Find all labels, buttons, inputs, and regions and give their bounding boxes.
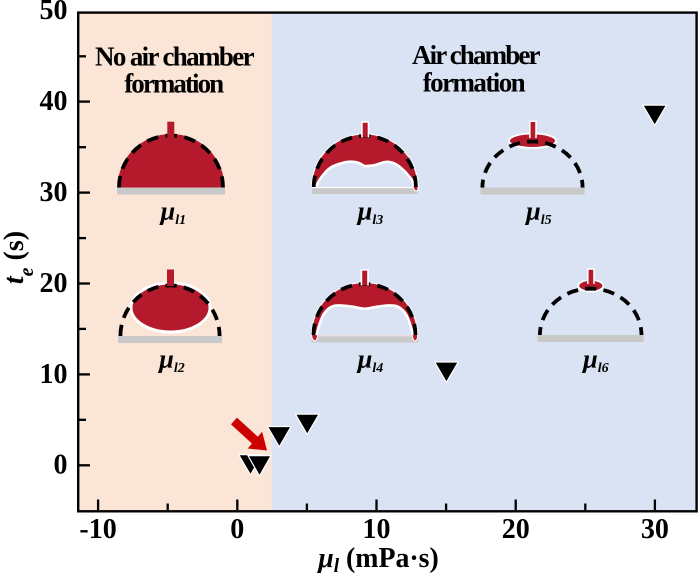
svg-text:10: 10 (40, 359, 68, 390)
svg-text:50: 50 (40, 0, 68, 26)
svg-text:No air chamber: No air chamber (95, 42, 255, 72)
svg-text:-10: -10 (79, 514, 116, 545)
svg-text:10: 10 (363, 514, 391, 545)
svg-text:formation: formation (124, 69, 224, 99)
svg-text:μl (mPa·s): μl (mPa·s) (316, 542, 438, 577)
svg-text:0: 0 (54, 450, 68, 481)
svg-text:40: 40 (40, 86, 68, 117)
svg-text:30: 30 (641, 514, 669, 545)
svg-text:Air chamber: Air chamber (412, 40, 541, 70)
svg-text:20: 20 (40, 268, 68, 299)
svg-text:formation: formation (423, 68, 526, 98)
svg-text:20: 20 (502, 514, 530, 545)
svg-text:30: 30 (40, 177, 68, 208)
svg-text:te (s): te (s) (0, 231, 38, 284)
svg-text:0: 0 (230, 514, 244, 545)
